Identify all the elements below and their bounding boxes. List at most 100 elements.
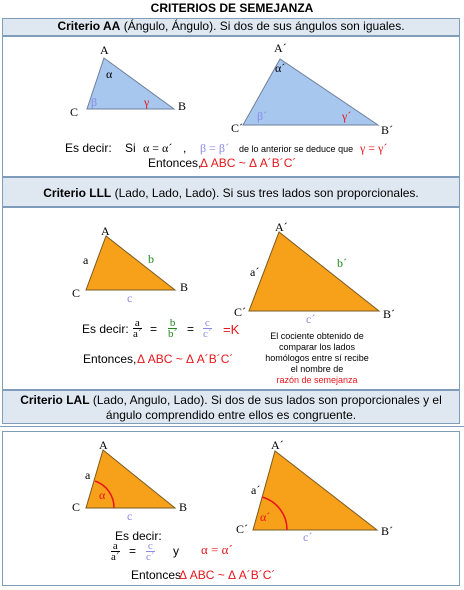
side-a: a [85,468,91,482]
criterion-description: (Lado, Angulo, Lado). Si dos de sus lado… [89,393,442,422]
vertex-c-prime: C´ [236,522,248,536]
vertex-c-prime: C´ [234,305,246,319]
denominator: c´ [203,328,212,340]
numerator: a [133,317,142,329]
gamma-equality: γ = γ´ [360,141,388,155]
vertex-a: A [99,438,108,452]
side-a-prime: a´ [250,265,260,279]
lal-triangles [85,449,379,531]
side-c: c [127,291,133,305]
es-decir-label: Es decir: [65,141,112,155]
vertex-a-prime: A´ [271,438,284,452]
side-c-prime: c´ [306,312,316,326]
panel-lll: A C B a b c A´ C´ B´ a´ b´ c´ Es decir: … [2,207,460,390]
fraction-a: a a´ [133,317,142,340]
vertex-b-prime: B´ [383,307,395,321]
vertex-a: A [100,43,109,57]
side-a-prime: a´ [251,483,261,497]
numerator: a [111,540,120,552]
angle-beta-prime: β´ [257,109,268,123]
fraction-b: b b´ [168,317,178,340]
vertex-b: B [178,99,187,113]
side-a: a [83,253,89,267]
similarity-relation: Δ ABC ~ Δ A´B´C´ [137,352,234,366]
triangle-a2b2c2 [248,231,381,312]
es-decir-label: Es decir: [82,322,129,336]
angle-arc-alpha [94,480,115,509]
criterion-name: Criterio AA [57,19,121,33]
divider [0,426,464,427]
criterion-name: Criterio LLL [43,186,112,200]
side-c: c [127,509,133,523]
criterion-description: (Lado, Lado, Lado). Si sus tres lados so… [111,186,419,200]
triangle-abc [85,235,177,291]
alpha-equality: α = α´ [201,542,233,557]
numerator: b [168,317,178,329]
fraction-c: c c´ [203,317,212,340]
ratio-note-highlight: razón de semejanza [276,375,358,385]
ratio-note: El cociente obtenido de comparar los lad… [265,331,369,386]
vertex-b-prime: B´ [381,123,393,137]
angle-gamma-prime: γ´ [342,109,352,123]
vertex-c: C [70,105,79,119]
vertex-a-prime: A´ [274,41,287,55]
vertex-b: B [180,280,189,294]
numerator: c [146,540,155,552]
numerator: c [203,317,212,329]
denominator: c´ [146,551,155,563]
comma: , [183,141,187,155]
panel-lal: A C B a c α A´ C´ B´ a´ c´ α´ Es decir: … [2,431,460,586]
side-b: b [148,252,154,266]
si-label: Si [125,141,136,155]
alpha-equality: α = α´ [143,141,173,155]
side-c-prime: c´ [303,530,313,544]
vertex-a-prime: A´ [275,220,288,234]
fraction-a: a a´ [111,540,120,563]
criterion-description: (Ángulo, Ángulo). Si dos de sus ángulos … [120,19,405,33]
equals-sign: = [129,544,137,558]
triangle-a2b2c2 [252,450,379,531]
equals-sign: = [150,322,158,336]
angle-alpha-prime: α´ [275,61,286,75]
triangle-abc [86,57,176,110]
deduce-text: de lo anterior se deduce que [239,144,354,154]
vertex-a: A [101,224,110,238]
angle-arc-alpha-prime [261,496,288,531]
aa-triangles [86,57,380,126]
triangle-abc [85,449,177,509]
beta-equality: β = β´ [200,141,229,155]
section-header-lal: Criterio LAL (Lado, Angulo, Lado). Si do… [2,390,460,424]
similarity-relation: Δ ABC ~ Δ A´B´C´ [200,156,297,170]
angle-alpha: α [99,488,106,502]
section-header-lll: Criterio LLL (Lado, Lado, Lado). Si sus … [2,177,460,207]
denominator: a´ [111,551,120,563]
triangle-a2b2c2 [242,58,380,126]
side-b-prime: b´ [337,256,347,270]
lll-triangles [85,231,381,312]
vertex-c-prime: C´ [231,121,243,135]
vertex-b: B [179,500,188,514]
vertex-b-prime: B´ [381,524,393,538]
denominator: b´ [168,328,178,340]
similarity-relation: Δ ABC ~ Δ A´B´C´ [179,568,276,582]
angle-alpha: α [106,67,113,81]
fraction-c: c c´ [146,540,155,563]
entonces-label: Entonces [131,568,182,582]
panel-aa: A C B α β γ A´ C´ B´ α´ β´ γ´ Es decir: … [2,36,460,177]
vertex-c: C [72,286,81,300]
denominator: a´ [133,328,142,340]
ratio-note-text: El cociente obtenido de comparar los lad… [265,331,369,374]
angle-gamma: γ [144,95,150,109]
ratio-k: =K [223,322,240,337]
page-title: CRITERIOS DE SEMEJANZA [150,1,314,15]
entonces-label: Entonces, [83,352,137,366]
angle-alpha-prime: α´ [260,510,271,524]
equals-sign: = [187,322,195,336]
vertex-c: C [72,500,81,514]
y-conjunction: y [173,544,179,558]
es-decir-label: Es decir: [115,529,162,543]
criterion-name: Criterio LAL [20,393,90,407]
angle-beta: β [91,95,98,109]
entonces-label: Entonces, [148,156,202,170]
section-header-aa: Criterio AA (Ángulo, Ángulo). Si dos de … [2,18,460,36]
